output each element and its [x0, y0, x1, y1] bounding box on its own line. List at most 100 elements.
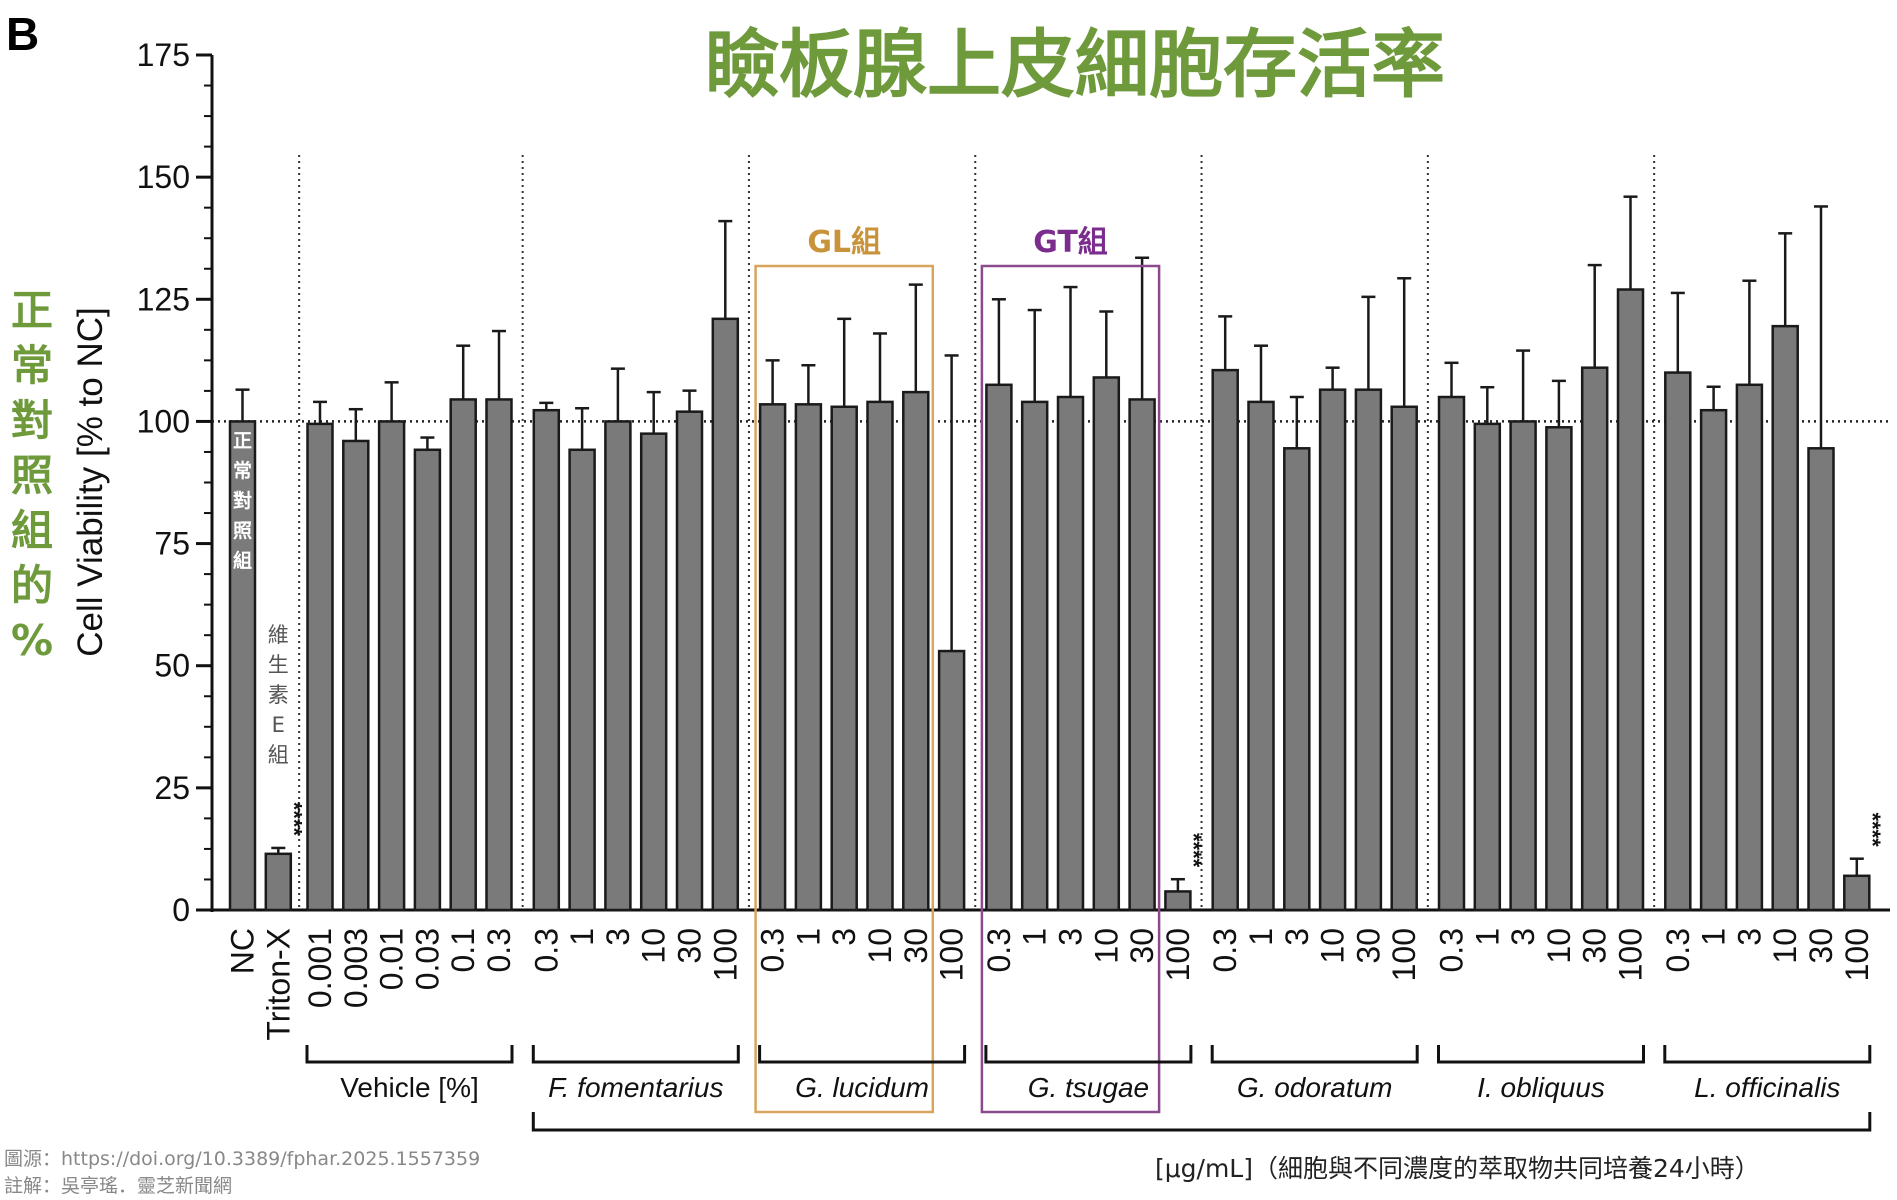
y-tick-label: 25 — [154, 770, 190, 806]
y-side-label-char: 組 — [11, 506, 53, 555]
x-tick-label: 10 — [1541, 928, 1577, 964]
y-side-label-char: 正 — [11, 286, 53, 335]
x-tick-label: 10 — [1088, 928, 1124, 964]
x-tick-label: 0.3 — [1207, 928, 1243, 972]
x-tick-label: 0.3 — [755, 928, 791, 972]
nc-inbar-char: 照 — [233, 520, 252, 542]
x-tick-label: 100 — [1386, 928, 1422, 981]
group-bracket — [1210, 1045, 1419, 1064]
bar — [1247, 400, 1275, 912]
y-axis-label: Cell Viability [% to NC] — [71, 307, 110, 656]
y-side-label-char: % — [11, 616, 53, 665]
bar — [1390, 405, 1418, 912]
unit-note: [μg/mL]（細胞與不同濃度的萃取物共同培養24小時） — [1155, 1154, 1760, 1183]
x-tick-label: Triton-X — [260, 928, 296, 1041]
x-tick-label: 3 — [1731, 928, 1767, 946]
bar — [1354, 388, 1383, 912]
group-bracket — [1437, 1045, 1645, 1064]
highlight-box — [980, 264, 1161, 1114]
x-tick-label: 0.3 — [1434, 928, 1470, 972]
error-bars — [235, 195, 1864, 892]
group-label: F. fomentarius — [548, 1072, 723, 1103]
x-tick-label: 0.3 — [981, 928, 1017, 972]
significance-mark: **** — [1860, 812, 1885, 847]
bar — [604, 420, 632, 912]
group-label: G. lucidum — [795, 1072, 929, 1103]
bar — [413, 448, 442, 912]
x-tick-label: 30 — [898, 928, 934, 964]
vitamin-e-char: 生 — [268, 653, 289, 677]
bar — [985, 383, 1013, 912]
bar — [1283, 447, 1311, 912]
bar — [1437, 395, 1466, 912]
x-tick-label: 0.001 — [302, 928, 338, 1008]
bar — [1509, 420, 1537, 912]
group-label: Vehicle [%] — [340, 1072, 479, 1103]
x-tick-label: 10 — [636, 928, 672, 964]
panel-letter: B — [6, 8, 39, 60]
x-tick-label: 100 — [1613, 928, 1649, 981]
y-tick-label: 175 — [137, 37, 190, 73]
bar — [264, 852, 293, 912]
bar — [830, 405, 858, 912]
bar — [1164, 890, 1192, 912]
vitamin-e-char: 組 — [268, 743, 289, 767]
source-line: 圖源：https://doi.org/10.3389/fphar.2025.15… — [4, 1148, 480, 1170]
x-tick-label: NC — [225, 928, 261, 974]
bar — [675, 410, 704, 912]
bar — [449, 398, 477, 912]
bar — [1616, 288, 1645, 912]
x-tick-label: 1 — [1017, 928, 1053, 946]
nc-inbar-char: 組 — [233, 549, 252, 572]
y-side-label-char: 常 — [11, 341, 53, 390]
bar — [532, 408, 561, 912]
bar — [1545, 426, 1573, 912]
extracts-bracket — [531, 1112, 1872, 1132]
bar — [1699, 408, 1728, 912]
y-tick-label: 150 — [137, 159, 190, 195]
x-tick-label: 100 — [934, 928, 970, 981]
bar — [866, 400, 894, 912]
bar — [711, 317, 740, 912]
bar — [306, 422, 334, 912]
group-label: L. officinalis — [1694, 1072, 1840, 1103]
note-line: 註解：吳亭瑤．靈芝新聞網 — [4, 1175, 232, 1197]
x-tick-label: 3 — [1053, 928, 1089, 946]
x-tick-label: 10 — [1767, 928, 1803, 964]
group-label: G. tsugae — [1028, 1072, 1149, 1103]
group-bracket — [305, 1045, 514, 1064]
x-tick-label: 10 — [862, 928, 898, 964]
highlight-box — [754, 264, 935, 1114]
y-tick-label: 125 — [137, 281, 190, 317]
significance-mark: **** — [281, 802, 306, 837]
x-tick-label: 0.03 — [409, 928, 445, 990]
vitamin-e-char: 素 — [268, 683, 289, 707]
vitamin-e-char: 維 — [268, 623, 289, 647]
x-tick-label: 0.3 — [528, 928, 564, 972]
y-tick-label: 75 — [154, 526, 190, 562]
y-side-label-char: 對 — [11, 396, 53, 445]
bar — [1664, 371, 1692, 912]
vitamin-e-char: E — [272, 713, 285, 737]
nc-inbar-char: 對 — [233, 490, 252, 512]
x-tick-label: 1 — [790, 928, 826, 946]
bar — [342, 439, 370, 912]
bar — [902, 390, 930, 912]
bar — [1092, 376, 1121, 912]
bar — [1128, 398, 1156, 912]
x-tick-label: 30 — [1124, 928, 1160, 964]
group-bracket — [1663, 1045, 1872, 1064]
nc-inbar-char: 正 — [233, 430, 252, 452]
x-tick-label: 0.1 — [445, 928, 481, 972]
y-tick-label: 50 — [154, 648, 190, 684]
x-tick-label: 30 — [1350, 928, 1386, 964]
bar — [1771, 324, 1799, 912]
group-bracket — [531, 1045, 740, 1064]
x-tick-label: 10 — [1315, 928, 1351, 964]
bar — [1211, 368, 1239, 912]
x-tick-label: 1 — [1243, 928, 1279, 946]
bar — [1735, 383, 1764, 912]
x-tick-label: 100 — [1160, 928, 1196, 981]
bars — [228, 288, 1871, 912]
